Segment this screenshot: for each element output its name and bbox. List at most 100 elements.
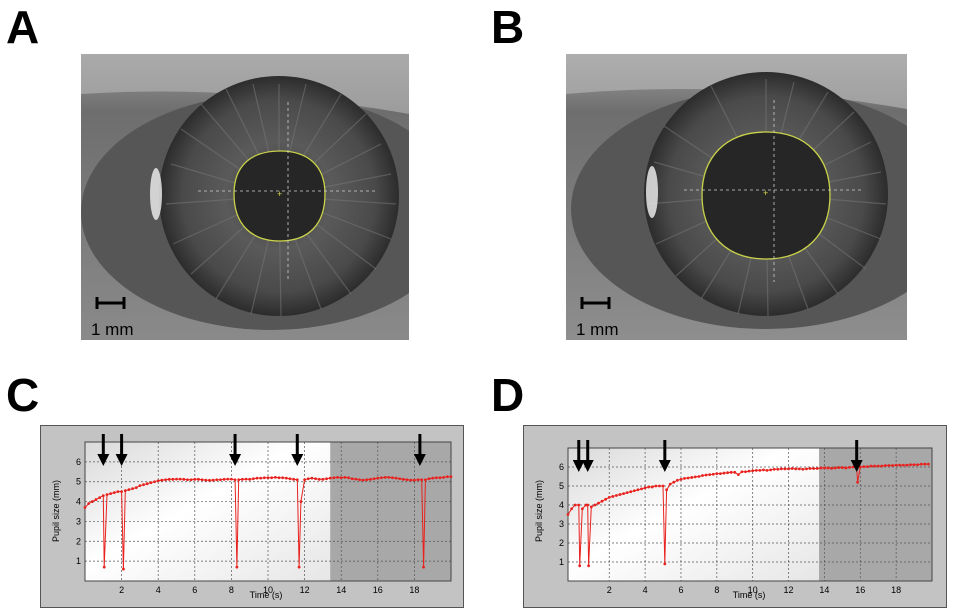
data-point bbox=[171, 477, 175, 481]
data-point bbox=[704, 473, 708, 477]
data-point bbox=[442, 475, 446, 479]
data-point bbox=[413, 478, 416, 482]
data-point bbox=[431, 476, 435, 480]
x-tick-label: 18 bbox=[891, 585, 901, 595]
data-point bbox=[858, 465, 862, 469]
data-point bbox=[708, 473, 712, 476]
x-tick-label: 2 bbox=[607, 585, 612, 595]
data-point bbox=[266, 476, 270, 480]
data-point bbox=[230, 477, 233, 481]
data-point bbox=[383, 475, 387, 479]
data-point bbox=[851, 465, 855, 469]
data-point bbox=[640, 487, 643, 491]
data-point bbox=[297, 565, 301, 569]
data-point bbox=[310, 476, 314, 480]
data-point bbox=[259, 476, 263, 480]
data-point bbox=[167, 477, 171, 481]
data-point bbox=[837, 466, 841, 469]
scale-bar-label: 1 mm bbox=[576, 320, 619, 339]
data-point bbox=[912, 463, 916, 467]
data-point bbox=[208, 478, 211, 482]
data-point bbox=[697, 475, 701, 478]
data-point bbox=[905, 463, 909, 467]
data-point bbox=[336, 475, 339, 479]
data-point bbox=[618, 493, 622, 496]
data-point bbox=[856, 480, 859, 484]
data-point bbox=[292, 477, 296, 481]
data-point bbox=[409, 478, 413, 482]
data-point bbox=[715, 472, 719, 476]
data-point bbox=[270, 476, 274, 480]
stimulus-arrow bbox=[572, 440, 585, 472]
y-tick-label: 6 bbox=[559, 462, 564, 472]
data-point bbox=[833, 466, 837, 470]
data-point bbox=[593, 503, 597, 507]
x-tick-label: 4 bbox=[643, 585, 648, 595]
stimulus-arrow bbox=[97, 434, 110, 466]
y-tick-label: 4 bbox=[559, 500, 564, 510]
data-point bbox=[394, 476, 398, 480]
data-point bbox=[186, 478, 189, 482]
data-point bbox=[636, 488, 640, 492]
data-point bbox=[566, 513, 570, 516]
eye-photo-a: + 1 mm bbox=[81, 54, 409, 340]
data-point bbox=[175, 477, 178, 481]
x-axis-label: Time (s) bbox=[733, 590, 766, 600]
pupil-chart-d: 2 4 6 8 10 12 14 16 18 1 2 3 4 5 6 Pupil size (mm) Tim… bbox=[523, 425, 947, 608]
data-point bbox=[862, 465, 866, 469]
data-point bbox=[164, 478, 167, 482]
data-point bbox=[779, 467, 783, 471]
data-point bbox=[787, 467, 790, 471]
y-tick-label: 1 bbox=[76, 556, 81, 566]
data-point bbox=[306, 477, 310, 481]
data-point bbox=[321, 477, 325, 481]
data-point bbox=[193, 477, 197, 481]
x-tick-label: 16 bbox=[373, 585, 383, 595]
light-reflection bbox=[150, 168, 162, 220]
data-point bbox=[343, 475, 347, 479]
data-point bbox=[815, 467, 819, 470]
x-tick-label: 12 bbox=[300, 585, 310, 595]
data-point bbox=[790, 467, 794, 470]
data-point bbox=[248, 477, 252, 481]
data-point bbox=[127, 488, 131, 492]
data-point bbox=[719, 472, 722, 476]
data-point bbox=[722, 471, 726, 475]
data-point bbox=[783, 467, 787, 471]
data-point bbox=[369, 477, 372, 481]
data-point bbox=[255, 476, 259, 480]
data-point bbox=[358, 478, 361, 482]
stimulus-arrow bbox=[413, 434, 426, 466]
data-point bbox=[883, 464, 887, 467]
data-point bbox=[597, 501, 600, 505]
data-point bbox=[711, 472, 715, 476]
data-point bbox=[797, 467, 801, 471]
data-point bbox=[372, 477, 376, 481]
data-point bbox=[665, 488, 669, 492]
data-point bbox=[434, 476, 438, 480]
data-point bbox=[819, 466, 823, 470]
y-tick-label: 2 bbox=[76, 536, 81, 546]
y-tick-label: 5 bbox=[76, 477, 81, 487]
data-point bbox=[90, 500, 94, 503]
data-point bbox=[762, 468, 765, 472]
y-tick-label: 3 bbox=[559, 519, 564, 529]
data-point bbox=[629, 490, 633, 494]
data-point bbox=[919, 462, 923, 466]
data-point bbox=[675, 478, 679, 482]
data-point bbox=[808, 467, 812, 470]
data-point bbox=[679, 477, 683, 481]
data-point bbox=[643, 486, 647, 490]
x-tick-label: 4 bbox=[156, 585, 161, 595]
data-point bbox=[844, 466, 848, 470]
data-point bbox=[149, 481, 153, 485]
data-point bbox=[281, 476, 285, 480]
data-point bbox=[580, 507, 584, 511]
data-point bbox=[894, 463, 898, 467]
data-point bbox=[350, 477, 354, 481]
data-point bbox=[123, 489, 127, 493]
data-point bbox=[880, 464, 884, 468]
data-point bbox=[328, 476, 332, 480]
data-point bbox=[801, 467, 805, 471]
